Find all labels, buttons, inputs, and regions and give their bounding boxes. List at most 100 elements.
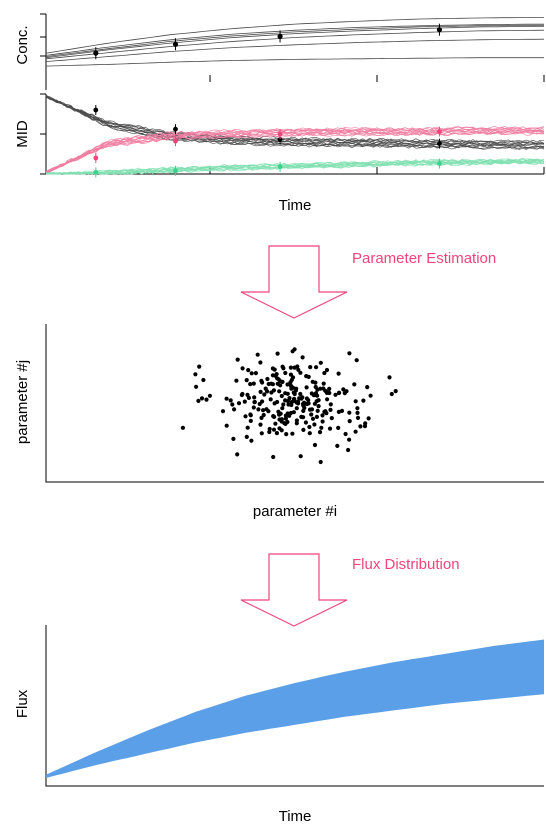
- scatter-point-144: [248, 382, 253, 387]
- scatter-point-202: [285, 382, 290, 387]
- scatter-point-223: [307, 407, 313, 412]
- scatter-point-6: [194, 384, 199, 389]
- conc-curve-2: [45, 29, 545, 60]
- scatter-point-233: [288, 365, 293, 370]
- scatter-point-252: [224, 396, 229, 401]
- flux-distribution-step: Flux Distribution: [240, 553, 460, 627]
- scatter-point-254: [235, 357, 240, 362]
- scatter-point-164: [280, 406, 285, 411]
- conc-ylabel: Conc.: [14, 25, 31, 64]
- scatter-point-210: [197, 364, 202, 369]
- scatter-point-76: [251, 405, 256, 410]
- scatter-point-48: [275, 351, 280, 356]
- scatter-point-236: [314, 399, 319, 404]
- conc-curve-3: [45, 25, 545, 59]
- scatter-point-151: [288, 380, 293, 385]
- scatter-axes: [45, 324, 544, 483]
- scatter-point-34: [259, 415, 264, 420]
- scatter-point-207: [251, 381, 256, 386]
- mid-trace-m0-9: [45, 95, 545, 145]
- mid-point-0: [93, 107, 99, 113]
- scatter-point-4: [199, 396, 205, 401]
- scatter-point-17: [320, 419, 325, 424]
- scatter-point-211: [347, 351, 352, 356]
- scatter-point-171: [284, 432, 289, 437]
- mid-point-7: [437, 129, 442, 135]
- scatter-point-20: [314, 414, 319, 419]
- scatter-point-222: [320, 413, 325, 418]
- scatter-point-246: [304, 396, 309, 401]
- scatter-point-120: [300, 355, 305, 360]
- scatter-point-53: [393, 389, 398, 394]
- scatter-point-32: [303, 420, 308, 425]
- scatter-point-214: [294, 421, 299, 426]
- scatter-point-231: [304, 385, 309, 390]
- scatter-point-126: [336, 409, 341, 414]
- scatter-point-99: [321, 381, 326, 386]
- mid-trace-m1-11: [45, 125, 545, 174]
- scatter-point-228: [204, 397, 209, 402]
- scatter-point-142: [301, 427, 306, 432]
- scatter-point-188: [341, 387, 346, 392]
- scatter-point-245: [272, 401, 277, 406]
- scatter-point-89: [244, 378, 249, 383]
- scatter-point-229: [258, 360, 263, 365]
- scatter-point-158: [270, 366, 275, 371]
- mid-point-10: [277, 164, 283, 170]
- scatter-point-28: [246, 368, 251, 373]
- mid-y-ticks: [40, 93, 46, 175]
- scatter-point-19: [277, 389, 282, 394]
- scatter-point-180: [245, 392, 250, 397]
- scatter-point-84: [234, 378, 239, 383]
- scatter-point-125: [329, 416, 334, 421]
- scatter-point-75: [271, 388, 276, 393]
- scatter-point-60: [292, 391, 297, 397]
- scatter-point-203: [280, 364, 285, 369]
- conc-curve-1: [45, 38, 545, 62]
- scatter-point-259: [336, 425, 341, 430]
- scatter-point-195: [285, 419, 290, 425]
- scatter-point-205: [292, 347, 297, 352]
- scatter-point-156: [231, 436, 236, 441]
- scatter-point-104: [235, 452, 240, 457]
- conc-curve-4: [45, 24, 545, 57]
- scatter-point-115: [271, 454, 276, 460]
- scatter-point-168: [354, 358, 359, 363]
- conc-panel: Conc.: [14, 13, 545, 90]
- scatter-point-219: [288, 410, 293, 416]
- conc-point-3: [436, 27, 443, 33]
- scatter-point-160: [315, 408, 320, 413]
- scatter-point-162: [279, 428, 284, 433]
- scatter-point-9: [220, 409, 226, 414]
- scatter-point-116: [290, 431, 295, 436]
- scatter-point-251: [387, 375, 392, 380]
- scatter-ylabel: parameter #j: [14, 360, 31, 444]
- scatter-point-13: [328, 402, 333, 407]
- scatter-point-192: [274, 431, 279, 436]
- mid-trace-m2-11: [45, 157, 545, 175]
- scatter-point-196: [261, 408, 266, 413]
- scatter-point-146: [240, 366, 245, 371]
- scatter-point-159: [355, 406, 360, 411]
- mid-trace-m1-4: [45, 129, 545, 173]
- scatter-point-220: [322, 409, 327, 414]
- scatter-point-189: [262, 392, 267, 397]
- scatter-point-224: [358, 424, 363, 429]
- scatter-point-216: [319, 425, 324, 430]
- mid-trace-m0-5: [45, 96, 545, 147]
- scatter-point-257: [335, 443, 340, 448]
- mid-xlabel: Time: [279, 197, 312, 214]
- scatter-point-212: [315, 387, 320, 392]
- conc-y-ticks: [40, 13, 46, 57]
- scatter-point-155: [280, 379, 285, 384]
- conc-curve-6: [45, 16, 544, 54]
- conc-x-ticks: [45, 75, 545, 82]
- scatter-point-204: [286, 402, 291, 407]
- scatter-point-103: [343, 431, 348, 437]
- flux-panel: Flux Time: [14, 625, 544, 825]
- conc-point-1: [172, 41, 179, 47]
- scatter-point-96: [253, 371, 258, 376]
- scatter-point-165: [327, 386, 332, 391]
- mid-ylabel: MID: [14, 120, 31, 148]
